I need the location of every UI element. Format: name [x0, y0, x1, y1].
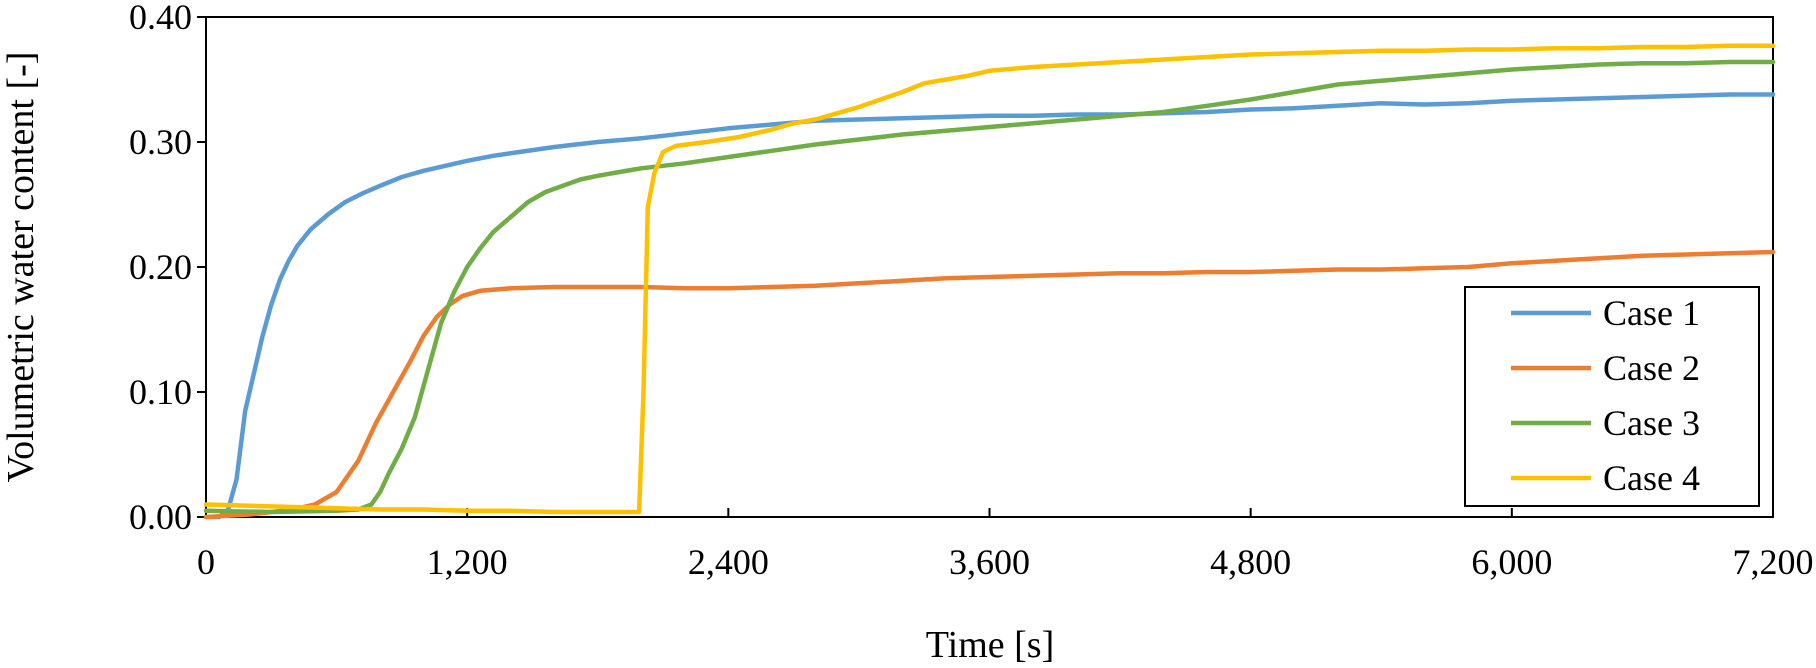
y-tick-label: 0.10 — [129, 372, 192, 412]
y-axis-title: Volumetric water content [-] — [0, 52, 42, 483]
series-line-case-2 — [203, 249, 1776, 520]
x-tick-label: 2,400 — [688, 542, 769, 582]
y-tick-label: 0.20 — [129, 247, 192, 287]
x-tick-label: 1,200 — [427, 542, 508, 582]
y-tick-label: 0.40 — [129, 0, 192, 37]
y-axis: 0.00 0.10 0.20 0.30 0.40 — [129, 0, 206, 537]
legend-label-case-2: Case 2 — [1603, 348, 1700, 388]
legend-label-case-3: Case 3 — [1603, 403, 1700, 443]
x-tick-label: 3,600 — [949, 542, 1030, 582]
x-tick-label: 0 — [197, 542, 215, 582]
legend-label-case-4: Case 4 — [1603, 458, 1700, 498]
series-line-case-3 — [203, 59, 1776, 515]
y-tick-label: 0.30 — [129, 122, 192, 162]
series-line-case-1 — [203, 92, 1776, 520]
legend-box — [1464, 286, 1760, 507]
x-tick-label: 4,800 — [1210, 542, 1291, 582]
y-tick-label: 0.00 — [129, 497, 192, 537]
series-layer — [203, 43, 1776, 520]
x-tick-label: 7,200 — [1733, 542, 1814, 582]
series-line-case-4 — [203, 43, 1776, 515]
x-axis: 0 1,200 2,400 3,600 4,800 6,000 7,200 — [197, 508, 1814, 582]
x-axis-title: Time [s] — [926, 624, 1054, 666]
x-tick-label: 6,000 — [1471, 542, 1552, 582]
legend-label-case-1: Case 1 — [1603, 293, 1700, 333]
legend: Case 1 Case 2 Case 3 Case 4 — [1464, 286, 1760, 507]
